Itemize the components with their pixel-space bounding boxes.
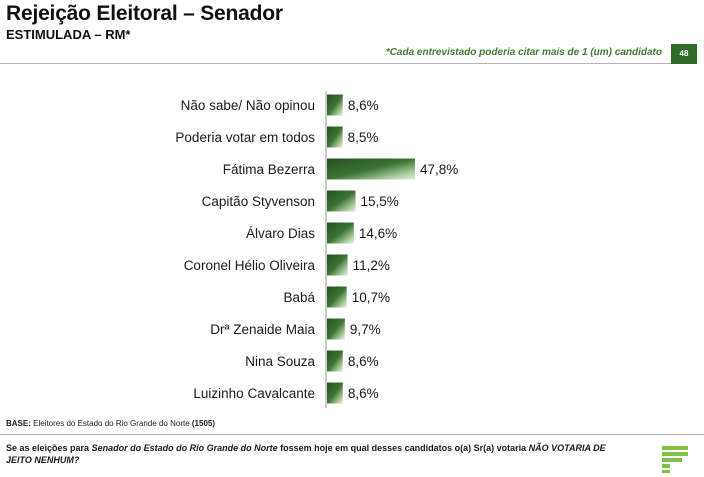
bottom-divider (0, 434, 704, 435)
value-label: 9,7% (350, 322, 381, 337)
value-label: 11,2% (353, 258, 390, 273)
category-label: Coronel Hélio Oliveira (184, 258, 316, 273)
base-label: BASE: (6, 419, 31, 428)
bar (327, 158, 415, 180)
value-label: 8,5% (348, 130, 379, 145)
category-label: Nina Souza (245, 354, 315, 369)
divider (0, 63, 673, 64)
bar (327, 286, 347, 308)
bar (327, 382, 343, 404)
page-number: 48 (671, 44, 697, 64)
category-label: Babá (283, 290, 315, 305)
bars-group: Não sabe/ Não opinou 8,6% Poderia votar em… (175, 94, 458, 404)
value-label: 8,6% (348, 354, 379, 369)
bar (327, 318, 345, 340)
question-part4: NÃO VOTARIA DE JEITO NENHUM? (6, 443, 606, 465)
note-bar: *Cada entrevistado poderia citar mais de… (0, 44, 704, 64)
category-label: Fátima Bezerra (223, 162, 316, 177)
bar (327, 222, 354, 244)
footnote: *Cada entrevistado poderia citar mais de… (385, 47, 662, 58)
question-part3: fossem hoje em qual desses candidatos o(… (277, 443, 529, 453)
category-label: Drª Zenaide Maia (210, 322, 315, 337)
value-label: 8,6% (348, 98, 379, 113)
base-note: BASE: Eleitores do Estado do Rio Grande … (6, 419, 215, 428)
value-label: 8,6% (348, 386, 379, 401)
category-label: Álvaro Dias (246, 226, 315, 241)
value-label: 10,7% (352, 290, 390, 305)
category-label: Luizinho Cavalcante (193, 386, 315, 401)
page-subtitle: ESTIMULADA – RM* (6, 27, 131, 42)
bar (327, 254, 348, 276)
question-part1: Se as eleições para (6, 443, 92, 453)
base-count: (1505) (191, 419, 215, 428)
bar (327, 94, 343, 116)
bar (327, 350, 343, 372)
brand-logo-icon (662, 446, 688, 473)
value-label: 47,8% (420, 162, 458, 177)
survey-question: Se as eleições para Senador do Estado do… (6, 442, 616, 466)
bar (327, 190, 356, 212)
value-label: 14,6% (359, 226, 397, 241)
question-part2: Senador do Estado do Rio Grande do Norte (91, 443, 278, 453)
category-label: Capitão Styvenson (202, 194, 315, 209)
bar (327, 126, 343, 148)
page-title: Rejeição Eleitoral – Senador (6, 2, 283, 25)
category-label: Poderia votar em todos (175, 130, 315, 145)
base-text: Eleitores do Estado do Rio Grande do Nor… (30, 419, 192, 428)
value-label: 15,5% (361, 194, 399, 209)
category-label: Não sabe/ Não opinou (181, 98, 315, 113)
